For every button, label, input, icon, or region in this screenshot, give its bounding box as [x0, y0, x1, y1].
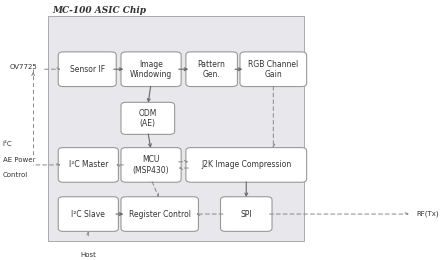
FancyBboxPatch shape [48, 16, 303, 241]
Text: Host: Host [80, 251, 96, 258]
Text: Control: Control [3, 172, 28, 178]
Text: J2K Image Compression: J2K Image Compression [201, 160, 291, 170]
Text: ODM
(AE): ODM (AE) [139, 109, 157, 128]
FancyBboxPatch shape [121, 52, 181, 87]
Text: OV7725: OV7725 [9, 64, 37, 70]
Text: Register Control: Register Control [129, 210, 191, 219]
FancyBboxPatch shape [121, 148, 181, 182]
Text: RF(Tx): RF(Tx) [416, 211, 439, 217]
FancyBboxPatch shape [58, 52, 116, 87]
FancyBboxPatch shape [186, 148, 307, 182]
Text: RGB Channel
Gain: RGB Channel Gain [248, 60, 299, 79]
FancyBboxPatch shape [240, 52, 307, 87]
Text: AE Power: AE Power [3, 157, 35, 163]
FancyBboxPatch shape [121, 197, 198, 231]
Text: MCU
(MSP430): MCU (MSP430) [133, 155, 169, 175]
FancyBboxPatch shape [58, 148, 118, 182]
Text: I²C Slave: I²C Slave [71, 210, 105, 219]
FancyBboxPatch shape [186, 52, 237, 87]
Text: SPI: SPI [241, 210, 252, 219]
Text: Pattern
Gen.: Pattern Gen. [198, 60, 225, 79]
Text: MC-100 ASIC Chip: MC-100 ASIC Chip [53, 6, 147, 15]
Text: Sensor IF: Sensor IF [70, 65, 105, 74]
FancyBboxPatch shape [121, 102, 175, 134]
FancyBboxPatch shape [221, 197, 272, 231]
Text: I²C: I²C [3, 141, 12, 147]
FancyBboxPatch shape [58, 197, 118, 231]
Text: Image
Windowing: Image Windowing [130, 60, 172, 79]
Text: I²C Master: I²C Master [69, 160, 108, 170]
